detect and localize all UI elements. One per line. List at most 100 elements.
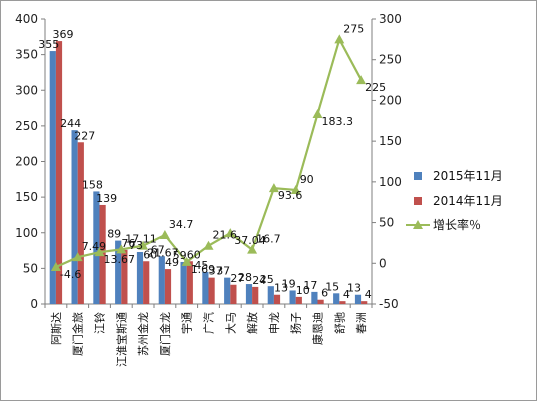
bar-value-label: 355 [38, 38, 59, 51]
bar-value-label: 15 [325, 280, 339, 293]
growth-value-label: 1.69 [191, 263, 216, 276]
growth-value-label: 16.7 [256, 233, 281, 246]
right-tick-label: 50 [379, 216, 394, 230]
bar-value-label: 19 [282, 277, 296, 290]
legend-label: 增长率％ [433, 217, 481, 232]
growth-marker [334, 34, 345, 44]
legend-swatch [414, 197, 422, 205]
growth-marker [72, 252, 83, 262]
bar-2015 [311, 291, 318, 304]
bar-value-label: 37 [216, 265, 230, 278]
category-label: 解放 [245, 312, 259, 334]
right-tick-label: 200 [379, 93, 402, 107]
growth-value-label: 183.3 [322, 115, 354, 128]
bar-value-label: 37 [209, 265, 223, 278]
category-label: 广汽 [202, 312, 216, 334]
growth-value-label: 34.7 [169, 218, 194, 231]
category-label: 舒驰 [332, 312, 346, 334]
left-tick-label: 350 [15, 48, 38, 62]
growth-value-label: 90 [300, 173, 314, 186]
bar-value-label: 73 [129, 239, 143, 252]
legend-label: 2014年11月 [433, 194, 503, 208]
bar-value-label: 67 [151, 243, 165, 256]
category-label: 江淮宝斯通 [114, 312, 128, 367]
axes: 050100150200250300350400-500501001502002… [15, 12, 402, 311]
category-label: 厦门金龙 [158, 312, 172, 356]
bar-2015 [245, 284, 253, 304]
left-tick-label: 400 [15, 12, 38, 26]
bar-value-label: 25 [260, 273, 274, 286]
growth-value-label: 225 [365, 81, 386, 94]
right-tick-label: 100 [379, 175, 402, 189]
growth-marker [247, 244, 258, 254]
bar-2014 [77, 142, 84, 304]
bar-value-label: 17 [303, 279, 317, 292]
legend-label: 2015年11月 [433, 169, 503, 183]
bar-value-label: 49 [165, 256, 179, 269]
growth-value-label: 21.67 [147, 247, 179, 260]
right-tick-label: 300 [379, 12, 402, 26]
legend-swatch [414, 172, 422, 180]
growth-value-label: 21.6 [213, 229, 238, 242]
growth-marker [159, 230, 170, 240]
growth-marker [181, 256, 192, 266]
bar-2015 [289, 290, 296, 304]
growth-marker [290, 185, 301, 194]
category-labels: 阿斯达 厦门金旅 江铃 江淮宝斯通 苏州金龙 厦门金龙 宇通 广汽 大马 解放 申龙 扬子 康恩迪 舒驰春… [50, 312, 368, 367]
bar-2015 [136, 251, 144, 304]
bar-2015 [180, 261, 187, 304]
bar-value-label: 60 [143, 248, 157, 261]
bar-value-label: 59 [173, 249, 187, 262]
left-tick-label: 0 [30, 297, 38, 311]
growth-marker [268, 183, 279, 193]
legend-marker [413, 220, 423, 229]
bar-value-label: 4 [365, 288, 372, 301]
bar-2014 [230, 284, 237, 304]
bar-2014 [273, 294, 281, 304]
right-tick-label: 250 [379, 53, 402, 67]
growth-line [50, 34, 367, 272]
bar-value-label: 244 [60, 117, 81, 130]
category-label: 扬子 [289, 312, 303, 334]
bar-2014 [361, 301, 368, 304]
bar-2015 [354, 294, 362, 304]
bar-2015 [267, 286, 274, 304]
bar-value-label: 45 [194, 259, 208, 272]
growth-marker [50, 262, 61, 272]
bar-value-label: 139 [96, 192, 117, 205]
right-tick-label: 0 [379, 256, 387, 270]
growth-value-label: 13.67 [104, 253, 136, 266]
bar-value-label: 227 [74, 129, 95, 142]
bar-value-label: 13 [347, 282, 361, 295]
bar-2014 [186, 261, 193, 304]
growth-value-label: 275 [343, 22, 364, 35]
bar-2014 [208, 277, 215, 304]
bar-2014 [317, 299, 324, 304]
bars [49, 41, 368, 305]
left-tick-label: 300 [15, 83, 38, 97]
category-label: 申龙 [268, 312, 281, 334]
bar-2015 [224, 277, 231, 304]
left-tick-label: 100 [15, 226, 38, 240]
growth-value-label: 7.49 [82, 240, 107, 253]
bar-2014 [252, 286, 259, 304]
bar-2015 [333, 293, 340, 304]
bar-value-label: 27 [230, 272, 244, 285]
growth-marker [225, 228, 236, 238]
growth-marker [138, 240, 149, 250]
category-label: 江铃 [93, 312, 107, 334]
growth-value-label: 93.6 [278, 189, 303, 202]
bar-value-label: 89 [107, 228, 121, 241]
bar-value-label: 76 [121, 237, 135, 250]
growth-marker [356, 75, 367, 85]
bar-2014 [295, 296, 302, 304]
left-tick-label: 250 [15, 119, 38, 133]
bar-value-label: 369 [53, 28, 74, 41]
category-label: 阿斯达 [50, 312, 63, 345]
category-label: 春洲 [355, 312, 368, 334]
left-tick-label: 150 [15, 190, 38, 204]
bar-2015 [202, 271, 209, 304]
bar-2015 [93, 191, 100, 304]
